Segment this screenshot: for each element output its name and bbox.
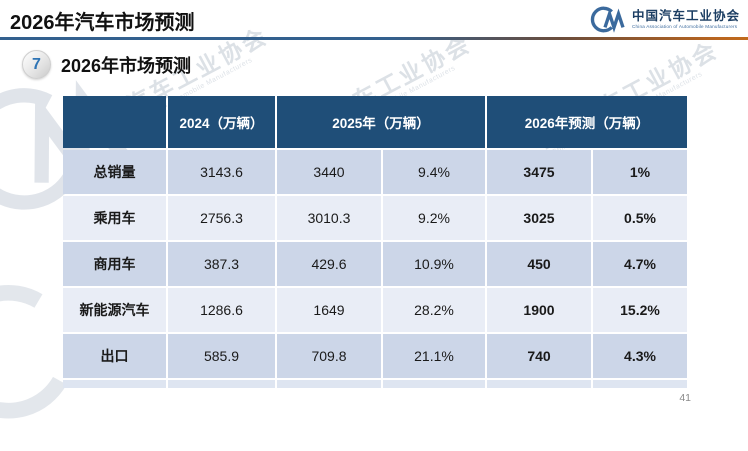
cell-2024: 585.9 <box>168 334 275 378</box>
caam-logo: 中国汽车工业协会 China Association of Automobile… <box>584 6 740 33</box>
row-label: 新能源汽车 <box>63 288 166 332</box>
org-name-en: China Association of Automobile Manufact… <box>631 23 738 29</box>
slide: { "slide": { "title": "2026年汽车市场预测", "pa… <box>0 6 748 419</box>
cell-2026-growth: 4.7% <box>593 242 687 286</box>
cell-2026: 1900 <box>487 288 591 332</box>
cell-2025: 3010.3 <box>277 196 381 240</box>
page-title: 2026年汽车市场预测 <box>10 12 195 34</box>
cell-2026: 450 <box>487 242 591 286</box>
caam-logo-text: 中国汽车工业协会 China Association of Automobile… <box>631 8 740 29</box>
row-label: 乘用车 <box>63 196 166 240</box>
title-divider-rule <box>0 37 748 40</box>
cell-2025-growth: 28.2% <box>383 288 485 332</box>
cell-2026: 740 <box>487 334 591 378</box>
table-bottom-strip <box>63 380 687 388</box>
header-2026-forecast: 2026年预测（万辆） <box>487 96 687 148</box>
cell-2026-growth: 0.5% <box>593 196 687 240</box>
header-2025: 2025年（万辆） <box>277 96 485 148</box>
cell-2026-growth: 1% <box>593 150 687 194</box>
table-row: 出口 585.9 709.8 21.1% 740 4.3% <box>63 334 687 378</box>
table-row: 商用车 387.3 429.6 10.9% 450 4.7% <box>63 242 687 286</box>
row-label: 总销量 <box>63 150 166 194</box>
cell-2024: 387.3 <box>168 242 275 286</box>
cell-2024: 3143.6 <box>168 150 275 194</box>
cell-2026-growth: 4.3% <box>593 334 687 378</box>
header-2024: 2024（万辆） <box>168 96 275 148</box>
header-corner-cell <box>63 96 166 148</box>
cell-2025: 1649 <box>277 288 381 332</box>
section-number-badge: 7 <box>22 50 51 79</box>
cell-2026-growth: 15.2% <box>593 288 687 332</box>
section-heading: 2026年市场预测 <box>61 55 192 76</box>
row-label: 出口 <box>63 334 166 378</box>
forecast-table: 2024（万辆） 2025年（万辆） 2026年预测（万辆） 总销量 3143.… <box>63 96 687 390</box>
page-number: 41 <box>679 392 691 404</box>
cell-2026: 3475 <box>487 150 591 194</box>
cell-2026: 3025 <box>487 196 591 240</box>
table-row: 新能源汽车 1286.6 1649 28.2% 1900 15.2% <box>63 288 687 332</box>
section-heading-row: 7 2026年市场预测 <box>22 50 191 79</box>
cell-2025-growth: 21.1% <box>383 334 485 378</box>
cell-2025-growth: 9.4% <box>383 150 485 194</box>
table-row: 乘用车 2756.3 3010.3 9.2% 3025 0.5% <box>63 196 687 240</box>
cell-2024: 1286.6 <box>168 288 275 332</box>
caam-logo-mark-icon <box>590 6 625 33</box>
cell-2024: 2756.3 <box>168 196 275 240</box>
cell-2025-growth: 9.2% <box>383 196 485 240</box>
cell-2025-growth: 10.9% <box>383 242 485 286</box>
cell-2025: 709.8 <box>277 334 381 378</box>
org-name-cn: 中国汽车工业协会 <box>631 8 740 23</box>
table-row: 总销量 3143.6 3440 9.4% 3475 1% <box>63 150 687 194</box>
table-header-row: 2024（万辆） 2025年（万辆） 2026年预测（万辆） <box>63 96 687 148</box>
row-label: 商用车 <box>63 242 166 286</box>
cell-2025: 429.6 <box>277 242 381 286</box>
cell-2025: 3440 <box>277 150 381 194</box>
